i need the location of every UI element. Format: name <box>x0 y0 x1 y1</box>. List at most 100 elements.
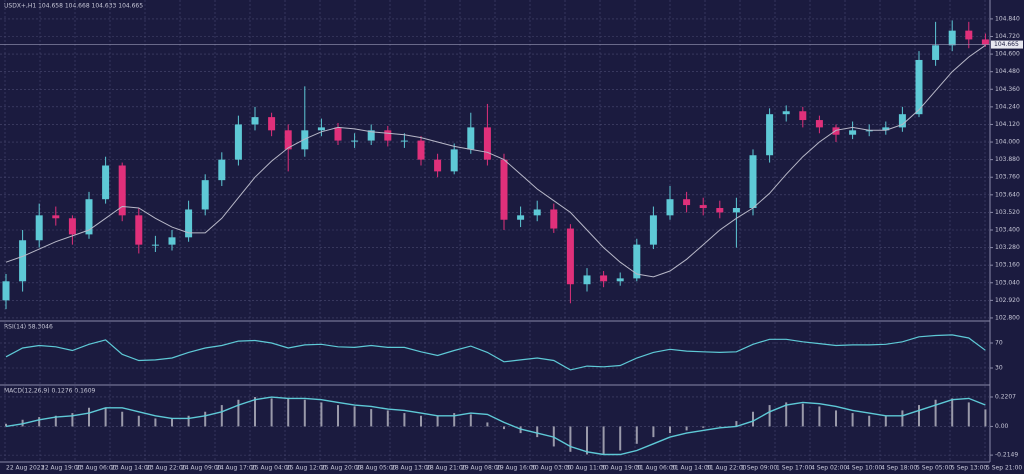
macd-bar <box>436 415 439 427</box>
x-tick-label: 28 Aug 13:00 <box>391 465 432 472</box>
y-tick-label: 0.00 <box>995 423 1009 430</box>
x-tick-label: 5 Sep 05:00 <box>916 465 952 472</box>
candle-body <box>517 215 525 220</box>
y-tick-label: 104.000 <box>995 139 1020 146</box>
macd-bar <box>287 398 290 427</box>
candle-body <box>251 117 259 125</box>
macd-bar <box>901 410 904 427</box>
macd-bar <box>420 415 422 427</box>
macd-bar <box>652 426 655 438</box>
candle-body <box>716 208 724 213</box>
candle-body <box>2 281 10 301</box>
x-tick-label: 25 Aug 04:00 <box>251 465 292 472</box>
x-tick-label: 1 Sep 17:00 <box>776 465 812 472</box>
x-tick-label: 5 Sep 13:00 <box>951 465 987 472</box>
x-tick-label: 28 Aug 21:00 <box>426 465 467 472</box>
candle-body <box>483 127 491 160</box>
macd-bar <box>536 426 539 438</box>
candle-body <box>384 130 392 141</box>
x-tick-label: 5 Sep 21:00 <box>986 465 1022 472</box>
candle-body <box>317 127 325 131</box>
candle-body <box>799 111 807 121</box>
macd-bar <box>469 414 472 427</box>
macd-bar <box>586 426 588 455</box>
x-tick-label: 24 Aug 09:00 <box>181 465 222 472</box>
candle-body <box>52 215 60 219</box>
candle-body <box>600 275 608 282</box>
macd-bar <box>320 402 323 427</box>
macd-bar <box>768 405 771 427</box>
macd-bar <box>370 409 373 427</box>
macd-bar <box>835 410 837 427</box>
macd-bar <box>569 426 572 452</box>
candle-body <box>168 237 176 245</box>
y-tick-label: 104.120 <box>995 121 1020 128</box>
macd-bar <box>801 403 804 427</box>
macd-bar <box>635 426 638 444</box>
candle-body <box>815 120 823 128</box>
macd-bar <box>851 413 854 427</box>
macd-bar <box>785 402 788 427</box>
x-tick-label: 29 Aug 16:00 <box>496 465 537 472</box>
macd-bar <box>934 399 937 427</box>
x-tick-label: 4 Sep 18:00 <box>881 465 917 472</box>
macd-bar <box>104 407 107 427</box>
macd-bar <box>187 415 190 427</box>
y-tick-label: 103.280 <box>995 244 1020 251</box>
macd-bar <box>254 397 256 427</box>
candle-body <box>666 199 674 216</box>
candle-body <box>434 159 442 172</box>
y-tick-label: 104.480 <box>995 68 1020 75</box>
macd-bar <box>337 405 339 427</box>
moving-average <box>5 44 986 278</box>
macd-bar <box>702 426 705 428</box>
candle-body <box>981 39 989 45</box>
candle-body <box>649 215 657 245</box>
x-tick-label: 25 Aug 12:00 <box>286 465 327 472</box>
x-tick-label: 22 Aug 19:00 <box>41 465 82 472</box>
macd-bar <box>685 426 688 431</box>
macd-bar <box>5 423 7 427</box>
candle-body <box>85 199 93 235</box>
macd-bar <box>602 426 605 455</box>
macd-bar <box>752 411 754 427</box>
y-tick-label: 70 <box>995 340 1003 347</box>
macd-bar <box>171 418 173 427</box>
macd-bar <box>619 426 622 451</box>
candle-body <box>633 244 641 279</box>
macd-bar <box>735 421 738 427</box>
y-tick-label: 104.600 <box>995 51 1020 58</box>
candle-body <box>201 180 209 210</box>
candle-body <box>533 209 541 216</box>
x-tick-label: 30 Aug 03:00 <box>531 465 572 472</box>
x-tick-label: 31 Aug 22:00 <box>706 465 747 472</box>
macd-bar <box>884 415 887 427</box>
macd-bar <box>669 426 671 434</box>
y-tick-label: 0.2207 <box>995 393 1016 400</box>
candle-body <box>102 165 110 200</box>
candle-body <box>699 205 707 209</box>
x-tick-label: 1 Sep 09:00 <box>741 465 777 472</box>
macd-bar <box>88 407 90 427</box>
candle-body <box>135 215 143 245</box>
macd-bar <box>220 405 223 427</box>
macd-bar <box>204 411 207 427</box>
y-tick-label: 103.160 <box>995 262 1020 269</box>
x-tick-label: 23 Aug 14:00 <box>111 465 152 472</box>
candle-body <box>151 244 159 246</box>
macd-bar <box>38 417 41 427</box>
x-tick-label: 31 Aug 14:00 <box>671 465 712 472</box>
y-tick-label: 30 <box>995 365 1003 372</box>
candle-body <box>367 130 375 141</box>
candle-body <box>301 130 309 150</box>
rsi-line <box>5 334 986 371</box>
y-tick-label: 103.880 <box>995 156 1020 163</box>
macd-bar <box>353 406 356 427</box>
candle-body <box>948 30 956 46</box>
x-tick-label: 22 Aug 2023 <box>6 465 45 472</box>
candle-body <box>832 127 840 135</box>
macd-bar <box>503 426 505 430</box>
y-tick-label: 102.920 <box>995 297 1020 304</box>
